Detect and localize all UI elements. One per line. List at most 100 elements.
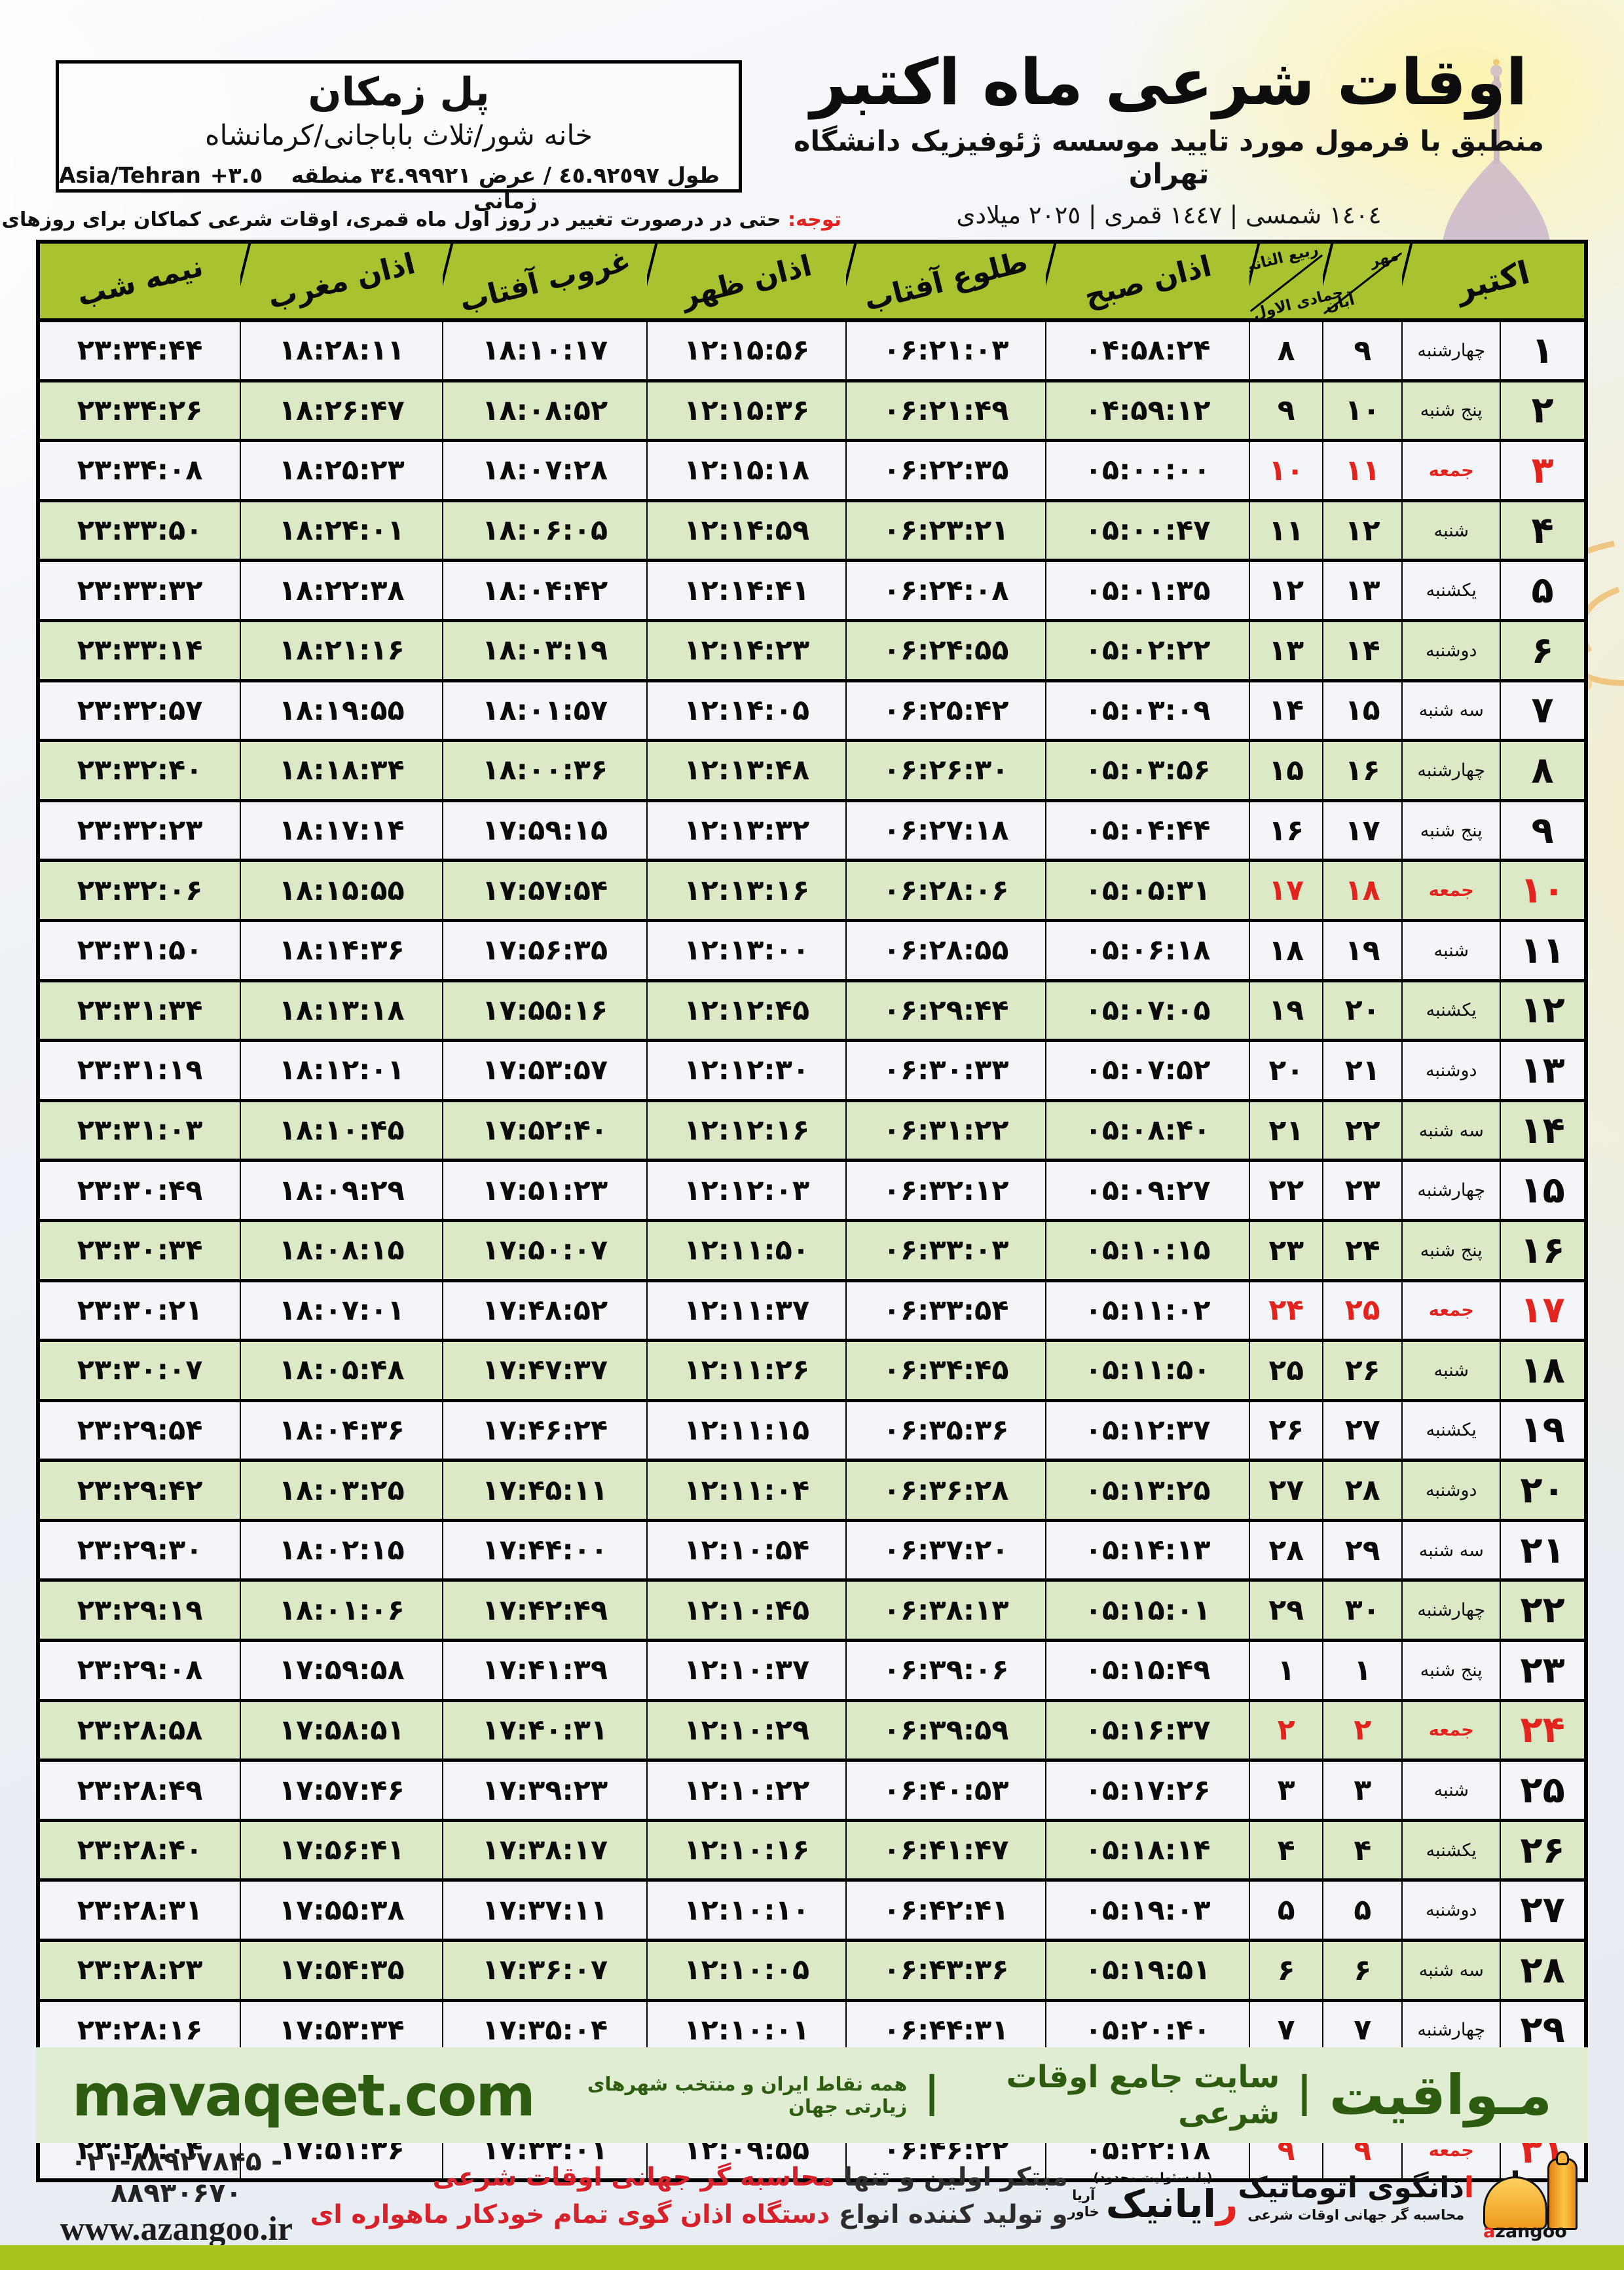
table-row: ۲۷ دوشنبه ۵ ۵ ۰۵:۱۹:۰۳ ۰۶:۴۲:۴۱ ۱۲:۱۰:۱۰… <box>37 1878 1587 1943</box>
cell-maghrib: ۱۷:۵۹:۵۸ <box>240 1639 444 1702</box>
cell-sunrise: ۰۶:۲۲:۳۵ <box>845 439 1046 502</box>
cell-midnight: ۲۳:۲۸:۲۳ <box>37 1939 242 2002</box>
cell-sunset: ۱۷:۵۶:۳۵ <box>442 918 648 982</box>
mavaqeet-tagline: سایت جامع اوقات شرعی <box>1006 2059 1280 2131</box>
cell-midnight: ۲۳:۲۸:۳۱ <box>37 1878 242 1943</box>
cell-weekday: جمعه <box>1401 439 1502 502</box>
cell-maghrib: ۱۸:۰۹:۲۹ <box>240 1159 444 1222</box>
azangoo-wordmark-fa: اذانگوی اتوماتیک محاسبه گر جهانی اوقات ش… <box>1238 2170 1474 2223</box>
rayanik-wordmark: رایانیک <box>1105 2182 1238 2226</box>
cell-persian-day: ۱۶ <box>1322 739 1403 802</box>
timezone-offset: +٣.٥ <box>210 162 263 188</box>
cell-weekday: پنج شنبه <box>1401 1639 1502 1702</box>
cell-sunset: ۱۷:۳۹:۲۳ <box>442 1758 648 1822</box>
cell-maghrib: ۱۸:۲۲:۳۸ <box>240 559 444 622</box>
cell-maghrib: ۱۸:۲۶:۴۷ <box>240 379 444 443</box>
cell-sunset: ۱۷:۴۱:۳۹ <box>442 1639 648 1702</box>
cell-october-day: ۲۷ <box>1500 1878 1587 1943</box>
cell-dhuhr: ۱۲:۱۴:۴۱ <box>646 559 847 622</box>
cell-dhuhr: ۱۲:۱۰:۳۷ <box>646 1639 847 1702</box>
cell-fajr: ۰۵:۰۷:۰۵ <box>1044 978 1251 1043</box>
cell-sunrise: ۰۶:۲۱:۰۳ <box>845 318 1046 382</box>
cell-sunrise: ۰۶:۳۹:۰۶ <box>845 1639 1046 1702</box>
cell-weekday: دوشنبه <box>1401 618 1502 682</box>
cell-sunrise: ۰۶:۳۶:۲۸ <box>845 1459 1046 1522</box>
table-row: ۴ شنبه ۱۲ ۱۱ ۰۵:۰۰:۴۷ ۰۶:۲۳:۲۱ ۱۲:۱۴:۵۹ … <box>37 498 1587 563</box>
cell-sunset: ۱۸:۰۳:۱۹ <box>442 618 648 682</box>
cell-persian-day: ۳ <box>1322 1758 1403 1822</box>
table-row: ۲۲ چهارشنبه ۳۰ ۲۹ ۰۵:۱۵:۰۱ ۰۶:۳۸:۱۳ ۱۲:۱… <box>37 1578 1587 1643</box>
cell-hijri-day: ۱۲ <box>1249 559 1324 622</box>
cell-hijri-day: ۹ <box>1249 379 1324 443</box>
cell-sunrise: ۰۶:۲۹:۴۴ <box>845 978 1046 1043</box>
cell-maghrib: ۱۸:۱۳:۱۸ <box>240 978 444 1043</box>
table-row: ۱۳ دوشنبه ۲۱ ۲۰ ۰۵:۰۷:۵۲ ۰۶:۳۰:۳۳ ۱۲:۱۲:… <box>37 1039 1587 1102</box>
header-october: اکتبر <box>1402 240 1586 322</box>
cell-midnight: ۲۳:۳۳:۱۴ <box>37 618 242 682</box>
cell-midnight: ۲۳:۳۳:۳۲ <box>37 559 242 622</box>
cell-dhuhr: ۱۲:۱۵:۳۶ <box>646 379 847 443</box>
cell-sunrise: ۰۶:۲۵:۴۲ <box>845 679 1046 743</box>
cell-dhuhr: ۱۲:۱۲:۳۰ <box>646 1039 847 1102</box>
cell-hijri-day: ۱۶ <box>1249 798 1324 863</box>
cell-sunrise: ۰۶:۳۰:۳۳ <box>845 1039 1046 1102</box>
cell-sunrise: ۰۶:۳۴:۴۵ <box>845 1339 1046 1402</box>
cell-midnight: ۲۳:۳۳:۵۰ <box>37 498 242 563</box>
header-mehr-aban: مهر آبان <box>1323 240 1403 322</box>
cell-dhuhr: ۱۲:۱۲:۰۳ <box>646 1159 847 1222</box>
cell-persian-day: ۱۹ <box>1322 918 1403 982</box>
divider: | <box>924 2068 940 2117</box>
cell-fajr: ۰۵:۰۳:۵۶ <box>1044 739 1251 802</box>
cell-october-day: ۱۷ <box>1500 1278 1587 1343</box>
cell-persian-day: ۹ <box>1322 318 1403 382</box>
cell-weekday: دوشنبه <box>1401 1459 1502 1522</box>
cell-october-day: ۱ <box>1500 318 1587 382</box>
azangoo-dome-minaret-icon: azangoo <box>1483 2154 1581 2242</box>
cell-persian-day: ۱۰ <box>1322 379 1403 443</box>
cell-fajr: ۰۵:۱۴:۱۳ <box>1044 1518 1251 1582</box>
cell-hijri-day: ۸ <box>1249 318 1324 382</box>
cell-october-day: ۲۱ <box>1500 1518 1587 1582</box>
cell-october-day: ۱۴ <box>1500 1098 1587 1163</box>
cell-persian-day: ۱ <box>1322 1639 1403 1702</box>
cell-fajr: ۰۵:۱۹:۵۱ <box>1044 1939 1251 2002</box>
cell-persian-day: ۲۴ <box>1322 1218 1403 1282</box>
cell-midnight: ۲۳:۳۰:۳۴ <box>37 1218 242 1282</box>
cell-sunset: ۱۸:۰۷:۲۸ <box>442 439 648 502</box>
cell-maghrib: ۱۷:۵۴:۳۵ <box>240 1939 444 2002</box>
cell-sunrise: ۰۶:۴۰:۵۳ <box>845 1758 1046 1822</box>
title-block: اوقات شرعی ماه اکتبر منطبق با فرمول مورد… <box>753 47 1585 229</box>
cell-midnight: ۲۳:۳۰:۰۷ <box>37 1339 242 1402</box>
table-row: ۱۰ جمعه ۱۸ ۱۷ ۰۵:۰۵:۳۱ ۰۶:۲۸:۰۶ ۱۲:۱۳:۱۶… <box>37 859 1587 922</box>
dome-icon <box>1483 2176 1547 2230</box>
cell-weekday: یکشنبه <box>1401 559 1502 622</box>
cell-weekday: سه شنبه <box>1401 1518 1502 1582</box>
cell-october-day: ۲۴ <box>1500 1698 1587 1762</box>
cell-dhuhr: ۱۲:۱۰:۵۴ <box>646 1518 847 1582</box>
cell-sunset: ۱۸:۰۰:۳۶ <box>442 739 648 802</box>
cell-october-day: ۲۸ <box>1500 1939 1587 2002</box>
location-box: پل زمکان خانه شور/ثلاث باباجانی/کرمانشاه… <box>56 60 742 214</box>
cell-persian-day: ۱۸ <box>1322 859 1403 922</box>
cell-october-day: ۱۱ <box>1500 918 1587 982</box>
cell-midnight: ۲۳:۲۹:۴۲ <box>37 1459 242 1522</box>
bottom-green-bar <box>0 2245 1624 2270</box>
cell-sunset: ۱۷:۴۸:۵۲ <box>442 1278 648 1343</box>
cell-midnight: ۲۳:۳۲:۵۷ <box>37 679 242 743</box>
cell-midnight: ۲۳:۳۴:۴۴ <box>37 318 242 382</box>
header-rabi-jumada: ربیع الثانی جمادی الاول <box>1238 240 1346 323</box>
cell-hijri-day: ۱۳ <box>1249 618 1324 682</box>
contact-block: ۰۲۱-۸۸۹۲۷۸۴۵ - ۸۸۹۳۰۶۷۰ www.azangoo.ir <box>43 2146 310 2248</box>
cell-weekday: شنبه <box>1401 918 1502 982</box>
table-row: ۲۱ سه شنبه ۲۹ ۲۸ ۰۵:۱۴:۱۳ ۰۶:۳۷:۲۰ ۱۲:۱۰… <box>37 1518 1587 1582</box>
mavaqeet-subline: همه نقاط ایران و منتخب شهرهای زیارتی جها… <box>587 2073 908 2117</box>
cell-dhuhr: ۱۲:۱۱:۲۶ <box>646 1339 847 1402</box>
cell-october-day: ۳ <box>1500 439 1587 502</box>
table-row: ۲۳ پنج شنبه ۱ ۱ ۰۵:۱۵:۴۹ ۰۶:۳۹:۰۶ ۱۲:۱۰:… <box>37 1639 1587 1702</box>
table-row: ۱۲ یکشنبه ۲۰ ۱۹ ۰۵:۰۷:۰۵ ۰۶:۲۹:۴۴ ۱۲:۱۲:… <box>37 978 1587 1043</box>
cell-sunrise: ۰۶:۲۴:۵۵ <box>845 618 1046 682</box>
cell-midnight: ۲۳:۳۴:۰۸ <box>37 439 242 502</box>
table-row: ۲۰ دوشنبه ۲۸ ۲۷ ۰۵:۱۳:۲۵ ۰۶:۳۶:۲۸ ۱۲:۱۱:… <box>37 1459 1587 1522</box>
cell-sunrise: ۰۶:۳۹:۵۹ <box>845 1698 1046 1762</box>
table-row: ۳ جمعه ۱۱ ۱۰ ۰۵:۰۰:۰۰ ۰۶:۲۲:۳۵ ۱۲:۱۵:۱۸ … <box>37 439 1587 502</box>
